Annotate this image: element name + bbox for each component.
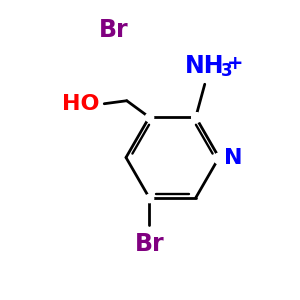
Text: NH: NH <box>185 54 224 78</box>
Text: Br: Br <box>134 232 164 256</box>
Text: Br: Br <box>99 18 129 42</box>
Text: +: + <box>227 54 243 73</box>
Text: HO: HO <box>62 94 100 114</box>
Text: N: N <box>224 148 243 167</box>
Text: 3: 3 <box>221 62 233 80</box>
